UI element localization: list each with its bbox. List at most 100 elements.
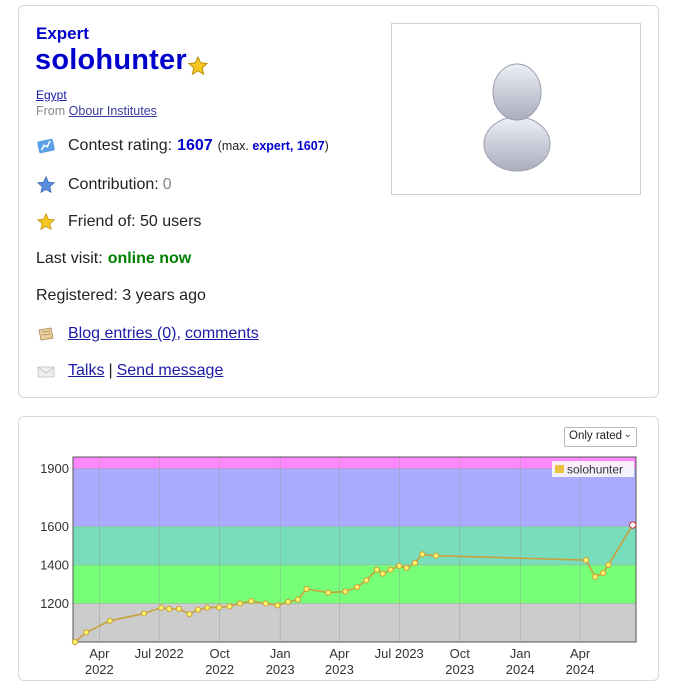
rating-point [303,585,310,593]
organization-line: From Obour Institutes [36,104,157,118]
plot-frame [72,456,637,643]
contest-rating-value: 1607 [177,137,213,154]
x-tick-label: 2023 [325,662,354,677]
friends-row: Friend of: 50 users [36,212,201,232]
rating-point [83,629,90,636]
registered-row: Registered: 3 years ago [36,287,206,305]
x-tick-label: Apr [329,646,350,661]
rating-point [600,569,607,577]
rating-point [629,521,637,529]
rating-point [325,589,332,596]
contribution-label: Contribution: [68,176,159,193]
rating-point [175,605,182,612]
rating-point [226,603,233,610]
contest-rating-label: Contest rating: [68,137,173,154]
blog-entries-link[interactable]: Blog entries (0) [68,325,177,342]
last-visit-status: online now [107,250,192,267]
contribution-row: Contribution: 0 [36,175,172,195]
legend-label: solohunter [567,463,623,477]
contribution-value: 0 [162,176,172,193]
friend-of-text: Friend of: 50 users [68,213,202,230]
rating-point [582,556,590,564]
talks-separator: | [108,362,113,379]
x-tick-label: Oct [450,646,471,661]
rating-point [215,604,223,611]
user-rank: Expert [36,24,89,43]
rating-band-3 [73,564,636,604]
x-tick-label: 2022 [205,662,234,677]
blog-row: Blog entries (0), comments [36,324,259,344]
rating-point [236,600,244,607]
default-user-avatar [483,63,551,172]
x-tick-label: 2024 [566,662,595,677]
x-tick-label: Oct [210,646,231,661]
talks-link[interactable]: Talks [68,362,105,379]
rating-card: Apr 2022 Jul 2022 Oct 2022 Jan 2023 Apr 2023 Jul … [18,416,659,681]
rating-point [354,583,361,591]
rating-filter-select[interactable]: Only rated ⌄ [564,427,637,447]
y-tick-label: 1200 [40,596,69,611]
blue-star-icon [36,175,56,194]
avatar [391,23,641,195]
rating-point [373,566,380,573]
y-tick-label: 1900 [40,461,69,476]
last-visit-label: Last visit: [36,250,103,267]
x-tick-label: Apr [570,646,591,661]
x-tick-label: Jan [270,646,291,661]
contest-rating-row: Contest rating: 1607 (max. expert, 1607) [36,136,329,156]
max-suffix: ) [324,139,329,153]
rating-point [165,605,173,612]
comments-link[interactable]: comments [184,325,259,342]
talks-row: Talks | Send message [36,361,223,381]
gold-star-icon [36,212,56,231]
rating-point [248,598,255,605]
legend-box [552,461,634,477]
y-tick-label: 1400 [40,557,69,572]
legend-swatch [555,465,564,473]
user-handle[interactable]: solohunter [35,44,187,76]
last-visit-row: Last visit: online now [36,250,191,268]
rating-point [106,617,113,624]
max-prefix: (max. [217,139,249,153]
registered-text: Registered: 3 years ago [36,287,206,304]
rating-point [186,610,193,618]
x-tick-label: Apr [89,646,110,661]
rating-band-0 [73,457,636,469]
rating-point [274,602,281,609]
y-tick-label: 1600 [40,519,69,534]
chevron-down-icon: ⌄ [623,429,632,440]
blog-comma: , [176,325,181,342]
rating-point [158,604,165,611]
rating-point [294,596,302,603]
rating-point [140,610,148,617]
rating-band-1 [73,468,636,527]
rating-point [379,570,386,577]
envelope-icon [37,366,55,378]
rating-point [342,588,349,595]
rating-point [605,561,612,569]
rating-point [262,600,269,607]
rating-point [363,577,370,584]
star-icon[interactable] [187,55,209,77]
x-tick-label: Jul 2023 [375,646,424,661]
x-tick-label: 2022 [85,662,114,677]
rating-point [204,604,211,611]
x-tick-label: 2023 [445,662,474,677]
x-tick-label: 2024 [506,662,535,677]
rating-point [403,564,410,571]
x-tick-label: Jan [510,646,531,661]
organization-link[interactable]: Obour Institutes [68,104,157,118]
rating-chart-icon [37,138,55,154]
rating-filter-value: Only rated [569,430,623,442]
rating-point [194,606,202,613]
blog-scroll-icon [38,327,54,341]
max-rating-value: expert, 1607 [252,139,325,153]
max-rating-note: (max. expert, 1607) [218,139,329,153]
x-tick-label: Jul 2022 [135,646,184,661]
rating-point [387,566,394,573]
country-link[interactable]: Egypt [36,88,67,102]
send-message-link[interactable]: Send message [116,362,224,379]
rating-point [411,559,419,567]
rating-point [396,562,403,569]
